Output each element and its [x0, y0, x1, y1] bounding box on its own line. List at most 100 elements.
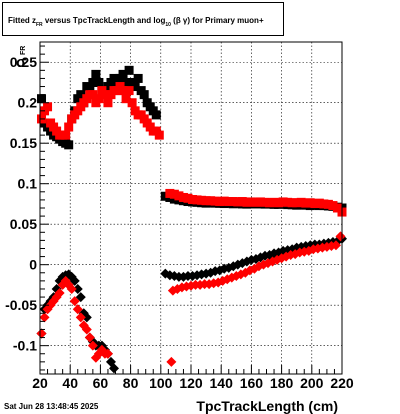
- square-marker: [269, 197, 279, 207]
- square-marker: [287, 198, 297, 208]
- square-marker: [154, 130, 164, 140]
- square-marker: [165, 188, 175, 198]
- x-tick-label: 20: [32, 375, 48, 391]
- diamond-marker: [84, 332, 95, 343]
- square-marker: [127, 98, 137, 108]
- square-marker: [188, 194, 198, 204]
- square-marker: [319, 199, 329, 209]
- y-tick-label: 0.15: [10, 135, 37, 151]
- square-marker: [169, 194, 179, 204]
- square-marker: [323, 199, 333, 209]
- square-marker: [100, 90, 110, 100]
- x-tick-label: 220: [330, 375, 354, 391]
- square-marker: [124, 65, 134, 75]
- square-marker: [328, 201, 338, 211]
- square-marker: [210, 196, 220, 206]
- square-marker: [183, 193, 193, 203]
- diamond-marker: [249, 263, 260, 274]
- square-marker: [109, 73, 119, 83]
- square-marker: [103, 98, 113, 108]
- x-tick-label: 60: [93, 375, 109, 391]
- data-points: [36, 65, 347, 374]
- square-marker: [201, 196, 211, 206]
- square-marker: [206, 196, 216, 206]
- square-marker: [260, 197, 270, 207]
- diamond-marker: [330, 240, 341, 251]
- diamond-marker: [39, 312, 50, 323]
- y-tick-label: 0.25: [10, 54, 37, 70]
- square-marker: [265, 198, 275, 208]
- square-marker: [283, 197, 293, 207]
- diamond-marker: [81, 312, 92, 323]
- title-sub-1: FR: [36, 22, 43, 28]
- diamond-marker: [69, 275, 80, 286]
- square-marker: [151, 110, 161, 120]
- square-marker: [237, 197, 247, 207]
- diamond-marker: [75, 312, 86, 323]
- square-marker: [305, 198, 315, 208]
- y-tick-label: -0.05: [5, 297, 37, 313]
- y-axis-label-sub: FR: [20, 46, 27, 55]
- square-marker: [88, 77, 98, 87]
- square-marker: [169, 189, 179, 199]
- square-marker: [118, 69, 128, 79]
- x-tick-label: 140: [210, 375, 234, 391]
- square-marker: [310, 199, 320, 209]
- y-tick-label: 0.05: [10, 216, 37, 232]
- y-tick-label: 0.2: [18, 95, 38, 111]
- diamond-marker: [69, 296, 80, 307]
- x-tick-label: 40: [62, 375, 78, 391]
- square-marker: [139, 90, 149, 100]
- square-marker: [224, 197, 234, 207]
- diamond-marker: [102, 348, 113, 359]
- diamond-marker: [54, 288, 65, 299]
- square-marker: [160, 191, 170, 201]
- timestamp: Sat Jun 28 13:48:45 2025: [4, 402, 99, 411]
- square-marker: [255, 197, 265, 207]
- title-part-3: (β γ) for Primary muon+: [171, 16, 264, 25]
- diamond-marker: [75, 292, 86, 303]
- x-tick-label: 120: [179, 375, 203, 391]
- square-marker: [197, 195, 207, 205]
- square-marker: [301, 198, 311, 208]
- diamond-marker: [81, 324, 92, 335]
- x-axis-label: TpcTrackLength (cm): [196, 398, 338, 414]
- x-tick-label: 100: [149, 375, 173, 391]
- square-marker: [64, 122, 74, 132]
- square-marker: [314, 198, 324, 208]
- y-axis-label: σ: [16, 54, 26, 71]
- square-marker: [274, 198, 284, 208]
- square-marker: [64, 140, 74, 150]
- square-marker: [94, 77, 104, 87]
- x-tick-label: 80: [123, 375, 139, 391]
- chart-title: Fitted zFR versus TpcTrackLength and log…: [8, 16, 264, 28]
- square-marker: [76, 90, 86, 100]
- square-marker: [233, 197, 243, 207]
- square-marker: [242, 197, 252, 207]
- square-marker: [121, 77, 131, 87]
- square-marker: [37, 94, 47, 104]
- square-marker: [174, 191, 184, 201]
- square-marker: [228, 197, 238, 207]
- axis-ticks: 20 40 60 80 100 120 140 160 180 200 220 -0.1 -0.05 0 0…: [5, 45, 354, 391]
- diamond-marker: [66, 283, 77, 294]
- x-tick-label: 160: [240, 375, 264, 391]
- square-marker: [292, 198, 302, 208]
- square-marker: [88, 90, 98, 100]
- square-marker: [219, 196, 229, 206]
- x-tick-label: 180: [270, 375, 294, 391]
- grid: [40, 42, 342, 374]
- diamond-marker: [335, 231, 346, 242]
- square-marker: [121, 94, 131, 104]
- diamond-marker: [72, 304, 83, 315]
- square-marker: [251, 197, 261, 207]
- square-marker: [278, 197, 288, 207]
- square-marker: [178, 192, 188, 202]
- y-tick-label: 0: [29, 257, 37, 273]
- square-marker: [43, 102, 53, 112]
- title-part-2: versus TpcTrackLength and log: [43, 16, 166, 25]
- square-marker: [332, 203, 342, 213]
- x-tick-label: 200: [300, 375, 324, 391]
- square-marker: [91, 69, 101, 79]
